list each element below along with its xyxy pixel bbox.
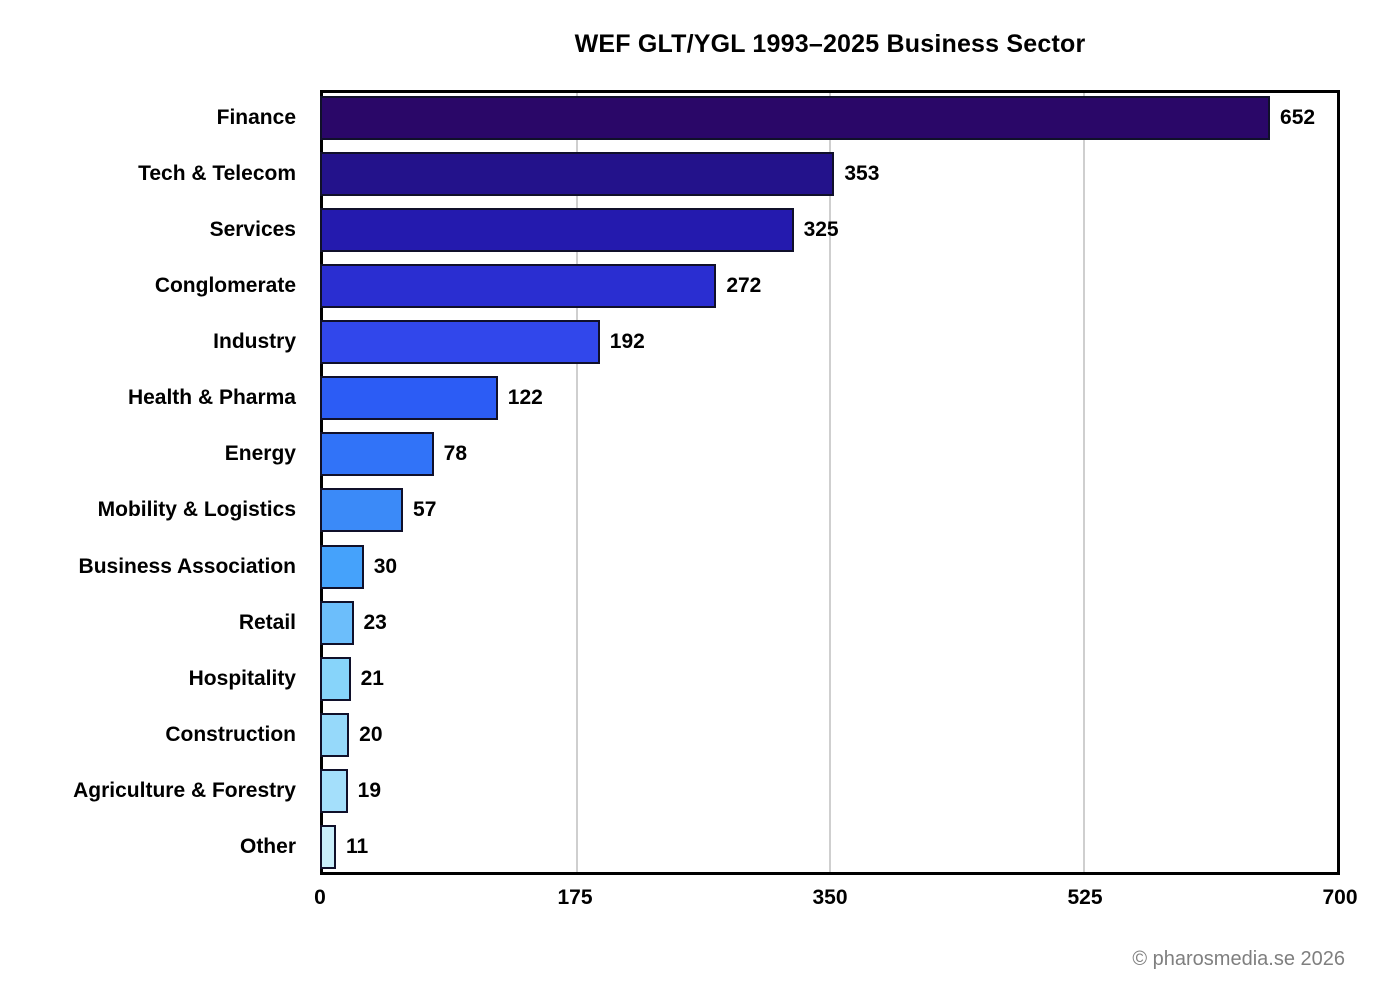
bar-value-label: 23 bbox=[363, 610, 387, 634]
bar-finance bbox=[320, 96, 1271, 141]
bar-row: 21 bbox=[320, 655, 1340, 703]
bar-energy bbox=[320, 432, 434, 477]
category-label: Tech & Telecom bbox=[138, 162, 296, 186]
bar-row: 192 bbox=[320, 318, 1340, 366]
bar-value-label: 21 bbox=[360, 666, 384, 690]
bar-value-label: 192 bbox=[609, 330, 645, 354]
bar-tech-telecom bbox=[320, 152, 835, 197]
bar-row: 30 bbox=[320, 543, 1340, 591]
category-label: Conglomerate bbox=[154, 274, 296, 298]
y-axis-category-labels: Finance Tech & Telecom Services Conglomerat… bbox=[0, 90, 296, 875]
gridline-x-525 bbox=[1082, 93, 1085, 872]
bar-industry bbox=[320, 320, 600, 365]
category-label: Business Association bbox=[78, 554, 296, 578]
bar-health-pharma bbox=[320, 376, 498, 421]
bar-value-label: 272 bbox=[726, 274, 762, 298]
category-label: Industry bbox=[213, 330, 296, 354]
chart-title: WEF GLT/YGL 1993–2025 Business Sector bbox=[574, 30, 1086, 58]
bar-value-label: 325 bbox=[803, 218, 839, 242]
bar-value-label: 30 bbox=[373, 554, 398, 578]
category-label: Other bbox=[239, 834, 296, 858]
bar-services bbox=[320, 208, 794, 253]
bar-row: 78 bbox=[320, 430, 1340, 478]
bar-row: 353 bbox=[320, 150, 1340, 198]
category-label: Retail bbox=[238, 610, 296, 634]
bar-series: 652 353 325 272 192 122 78 57 30 23 21 20 19 11 bbox=[320, 90, 1340, 875]
bar-row: 57 bbox=[320, 486, 1340, 534]
x-tick-label: 525 bbox=[1067, 886, 1103, 909]
bar-row: 11 bbox=[320, 823, 1340, 871]
bar-row: 122 bbox=[320, 374, 1340, 422]
bar-business-association bbox=[320, 544, 364, 589]
gridline-x-175 bbox=[575, 93, 578, 872]
x-tick-label: 175 bbox=[557, 886, 593, 909]
bar-other bbox=[320, 824, 337, 869]
x-tick-label: 350 bbox=[812, 886, 848, 909]
bar-value-label: 652 bbox=[1280, 106, 1316, 130]
bar-row: 20 bbox=[320, 711, 1340, 759]
bar-row: 325 bbox=[320, 206, 1340, 254]
category-label: Construction bbox=[165, 722, 296, 746]
bar-construction bbox=[320, 712, 350, 757]
copyright-credit: © pharosmedia.se 2026 bbox=[1132, 948, 1345, 970]
bar-row: 23 bbox=[320, 599, 1340, 647]
bar-mobility-logistics bbox=[320, 488, 404, 533]
bar-value-label: 78 bbox=[443, 442, 468, 466]
category-label: Services bbox=[209, 218, 296, 242]
bar-row: 19 bbox=[320, 767, 1340, 815]
bar-value-label: 11 bbox=[346, 834, 369, 858]
bar-value-label: 122 bbox=[507, 386, 543, 410]
bar-value-label: 20 bbox=[359, 722, 383, 746]
x-tick-label: 0 bbox=[314, 886, 326, 909]
bar-retail bbox=[320, 600, 354, 645]
category-label: Health & Pharma bbox=[127, 386, 296, 410]
gridline-x-350 bbox=[829, 93, 831, 872]
bar-value-label: 57 bbox=[413, 498, 437, 522]
bar-value-label: 19 bbox=[357, 778, 382, 802]
category-label: Mobility & Logistics bbox=[97, 498, 296, 522]
category-label: Agriculture & Forestry bbox=[73, 778, 296, 802]
x-tick-label: 700 bbox=[1322, 886, 1358, 909]
bar-agriculture-forestry bbox=[320, 768, 348, 813]
bar-row: 652 bbox=[320, 94, 1340, 142]
bar-value-label: 353 bbox=[844, 162, 880, 186]
bar-conglomerate bbox=[320, 264, 717, 309]
bar-row: 272 bbox=[320, 262, 1340, 310]
category-label: Finance bbox=[216, 106, 296, 130]
category-label: Energy bbox=[224, 442, 296, 466]
category-label: Hospitality bbox=[188, 666, 296, 690]
x-axis-tick-labels: 0 175 350 525 700 bbox=[314, 886, 1357, 916]
bar-hospitality bbox=[320, 656, 351, 701]
